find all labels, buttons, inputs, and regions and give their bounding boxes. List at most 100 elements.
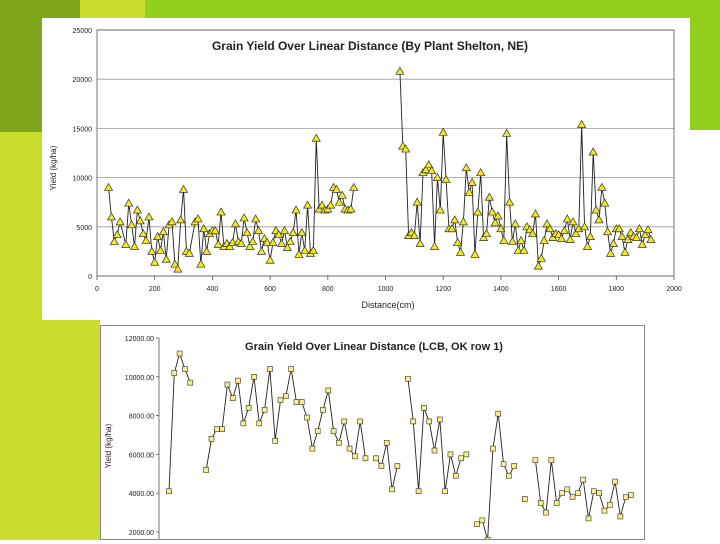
chart-1-xtick-label: 1800 (609, 286, 625, 293)
chart-1-ytick-label: 0 (88, 274, 92, 281)
chart-1-data-point (421, 165, 431, 174)
chart-1-data-point (268, 237, 278, 246)
chart-2-data-point (415, 488, 422, 495)
chart-2-data-point (484, 536, 491, 543)
chart-1-data-point (588, 147, 598, 156)
chart-1-data-point (556, 233, 567, 242)
chart-1-data-point (308, 245, 318, 254)
chart-1-data-point (603, 227, 613, 236)
chart-1-data-point (225, 241, 235, 250)
chart-2-panel: Grain Yield Over Linear Distance (LCB, O… (100, 325, 645, 543)
chart-2-data-point (495, 410, 502, 417)
chart-1-data-point (282, 242, 293, 251)
chart-2-ytick-label: 6000.00 (129, 452, 154, 459)
chart-1-data-point (504, 197, 515, 206)
chart-1-xtick-label: 1400 (493, 286, 509, 293)
chart-2-series-line (534, 460, 632, 519)
chart-2-ytick-label: 2000.00 (129, 530, 154, 537)
chart-1-panel: Grain Yield Over Linear Distance (By Pla… (42, 18, 690, 320)
chart-1-svg: Grain Yield Over Linear Distance (By Pla… (49, 28, 682, 310)
chart-1-data-point (349, 182, 359, 191)
chart-1-ytick-label: 5000 (76, 225, 92, 232)
chart-1-data-point (608, 238, 619, 247)
chart-1-data-point (450, 215, 460, 224)
chart-1-data-point (490, 218, 500, 227)
chart-2-data-point (606, 502, 613, 508)
chart-1-data-point (138, 228, 148, 238)
chart-2-data-point (373, 455, 379, 462)
chart-1-xtick-label: 800 (322, 286, 334, 293)
chart-1-data-point (510, 219, 520, 228)
chart-2-data-point (362, 455, 369, 462)
chart-2-data-point (325, 387, 332, 394)
chart-1-data-point (236, 238, 246, 247)
chart-1-data-point (202, 246, 212, 255)
chart-1-data-point (178, 184, 189, 193)
chart-1-data-point (499, 235, 509, 244)
chart-1-data-point (585, 231, 595, 240)
chart-1-data-point (331, 184, 342, 193)
chart-1-data-point (127, 220, 137, 229)
chart-1-data-point (334, 197, 344, 206)
chart-1-data-point (193, 214, 203, 223)
chart-1-data-point (303, 200, 313, 209)
chart-1-data-point (239, 213, 249, 222)
chart-2-data-point (596, 490, 602, 496)
chart-1-data-point (277, 238, 287, 247)
chart-2-data-point (601, 507, 608, 514)
chart-1-data-point (395, 66, 405, 75)
chart-2-data-point (293, 399, 300, 405)
chart-2-data-point (591, 488, 597, 495)
chart-2-svg: Grain Yield Over Linear Distance (LCB, O… (104, 336, 634, 543)
chart-2-data-point (421, 405, 427, 411)
chart-1-data-point (427, 166, 437, 175)
chart-1-data-point (424, 160, 434, 169)
chart-1-data-point (291, 205, 301, 214)
chart-2-data-point (564, 486, 571, 493)
chart-1-ylabel: Yield (kg/ha) (49, 145, 58, 190)
chart-1-data-point (152, 231, 163, 240)
chart-2-data-point (543, 509, 549, 516)
chart-1-data-point (248, 236, 258, 245)
chart-1-data-point (582, 241, 593, 250)
chart-1-xtick-label: 200 (149, 286, 161, 293)
chart-2-data-point (341, 418, 348, 425)
chart-1-data-point (112, 229, 122, 239)
chart-2-data-point (240, 420, 247, 427)
chart-1-data-point (536, 253, 546, 262)
chart-2-data-point (235, 377, 241, 384)
chart-1-data-point (314, 204, 324, 213)
chart-1-data-point (311, 133, 321, 142)
chart-2-data-point (224, 381, 231, 388)
chart-1-data-point (542, 219, 552, 228)
chart-1-data-point (196, 259, 206, 268)
chart-1-data-point (643, 225, 653, 234)
chart-2-data-point (490, 445, 496, 452)
chart-2-data-point (346, 445, 353, 452)
chart-1-data-point (415, 238, 425, 247)
chart-2-series-line (407, 378, 467, 492)
chart-1-data-point (438, 127, 448, 136)
chart-1-data-point (253, 226, 264, 235)
chart-2-data-point (208, 436, 215, 442)
chart-2-data-point (405, 375, 411, 382)
chart-1-data-point (533, 261, 544, 270)
chart-2-data-point (569, 494, 576, 500)
chart-1-data-point (210, 226, 220, 235)
chart-1-data-point (184, 248, 194, 257)
chart-2-data-point (383, 439, 390, 446)
chart-1-data-point (251, 214, 261, 223)
chart-2-data-point (272, 438, 279, 444)
chart-1-data-point (337, 190, 347, 199)
chart-1-data-point (144, 212, 154, 221)
chart-1-data-point (161, 254, 171, 263)
chart-1-data-point (155, 245, 166, 254)
chart-1-data-point (597, 182, 607, 191)
chart-1-data-point (539, 235, 549, 244)
chart-2-ytick-label: 8000.00 (129, 414, 154, 421)
chart-2-data-point (431, 447, 438, 454)
chart-2-data-point (298, 399, 305, 405)
chart-2-data-point (229, 395, 236, 401)
chart-2-data-point (352, 453, 358, 460)
chart-1-data-point (121, 239, 131, 248)
